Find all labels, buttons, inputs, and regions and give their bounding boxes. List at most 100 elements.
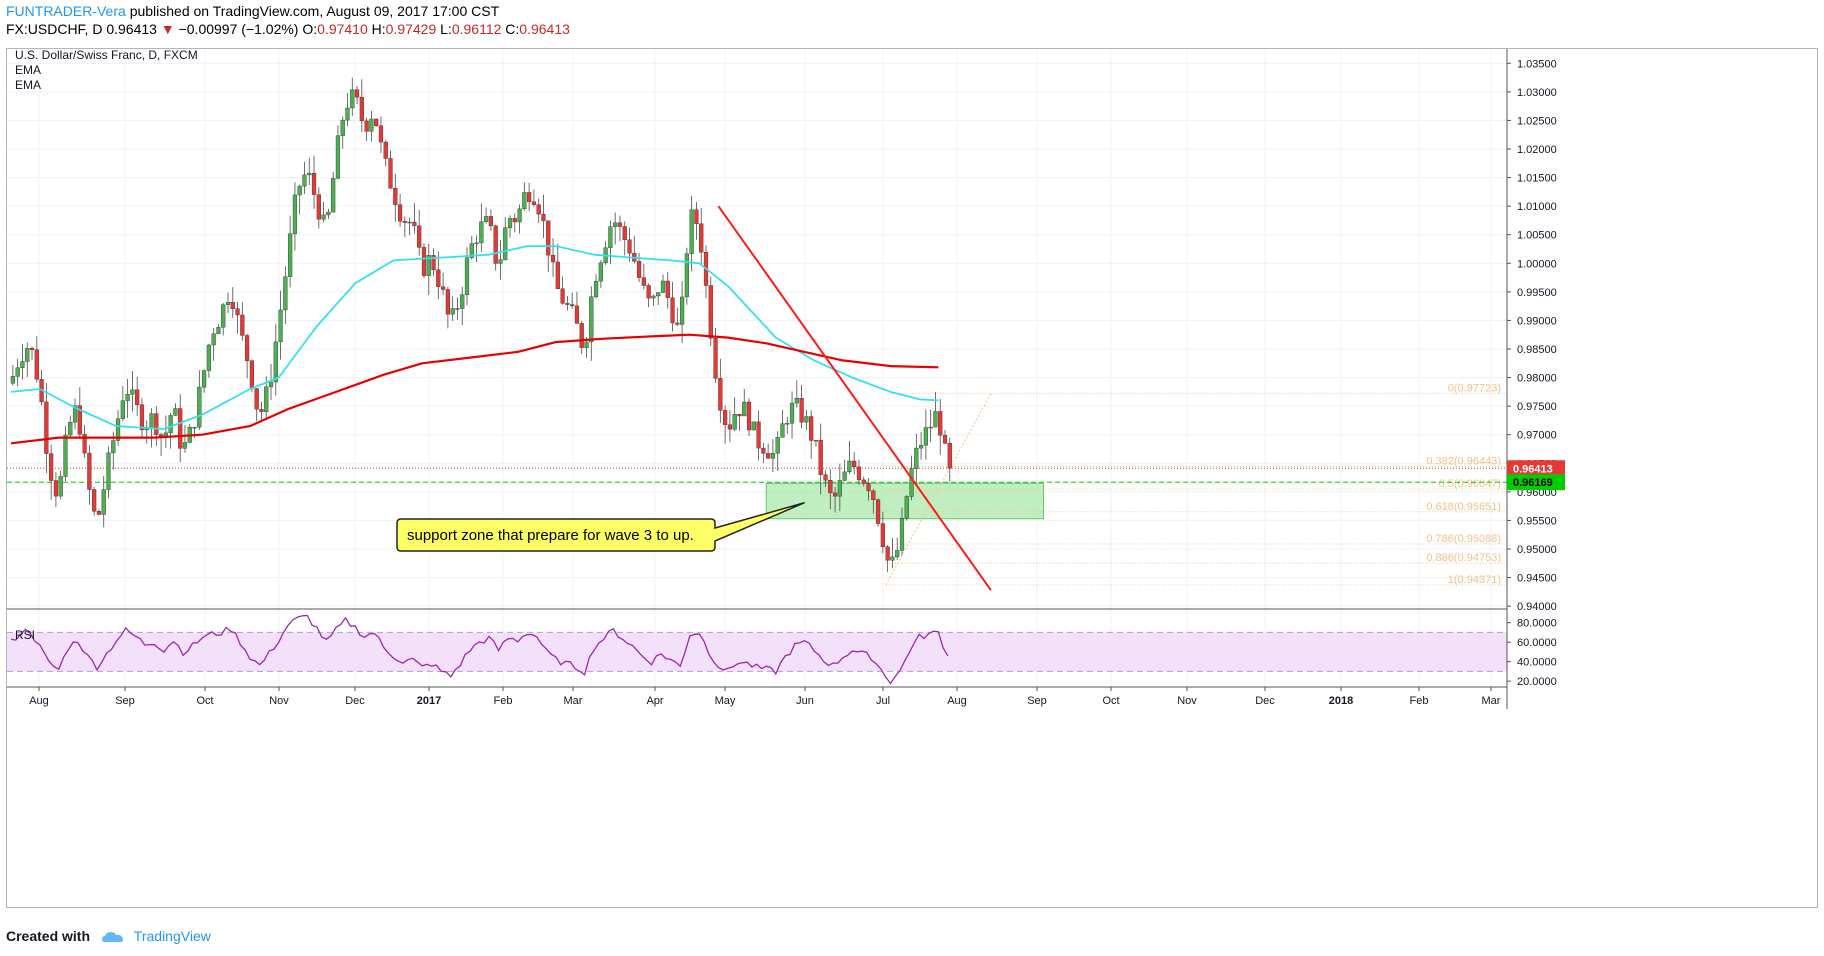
candle-body [837,480,842,497]
candle-body [847,460,852,473]
candle-body [53,480,59,497]
candle-body [120,400,125,419]
candle-body [938,411,943,436]
chart-frame[interactable]: 0(0.97723) 0.382(0.96443) 0.5(0.96047) 0.61… [6,48,1818,908]
last-price-badge-text: 0.96413 [1513,463,1553,475]
y-tick-label: 1.03500 [1517,58,1557,70]
candle-body [680,296,685,325]
candle-body [417,225,422,248]
candle-body [292,194,298,235]
low-label: L: [440,21,452,37]
x-tick-label: Aug [947,695,967,707]
candle-body [856,466,862,481]
ema-slow-line [10,333,939,445]
candle-body [550,254,556,263]
candle-body [254,388,259,410]
candle-body [723,410,728,425]
candle-body [646,285,651,299]
candle-body [866,483,871,492]
candle-body [29,347,35,350]
candle-body [163,432,168,437]
candle-body [699,223,704,253]
y-tick-label: 0.98500 [1517,344,1557,356]
candle-body [436,269,441,287]
fibonacci-layer: 0(0.97723) 0.382(0.96443) 0.5(0.96047) 0.61… [7,382,1507,586]
fib-level-label: 0.786(0.95088) [1426,533,1501,545]
candle-body [82,434,87,454]
candle-body [484,216,489,222]
candle-body [622,226,627,241]
candle-body [522,192,527,210]
fib-level-label: 0.382(0.96443) [1426,456,1501,468]
candle-body [412,221,417,227]
y-tick-label: 0.97000 [1517,430,1557,442]
candle-body [780,423,785,438]
candle-body [469,243,474,258]
last-price-value: 0.96413 [106,21,157,37]
rsi-tick-label: 80.0000 [1517,618,1557,630]
y-tick-label: 1.01000 [1517,201,1557,213]
candles-layer [10,77,952,573]
rsi-tick-label: 40.0000 [1517,657,1557,669]
candle-body [947,443,952,469]
annotation-callout[interactable]: support zone that prepare for wave 3 to … [396,501,805,552]
candle-body [713,338,718,379]
price-chart[interactable]: 0(0.97723) 0.382(0.96443) 0.5(0.96047) 0.61… [7,49,1819,909]
close-label: C: [505,21,520,37]
candle-body [201,370,207,388]
candle-body [498,259,503,264]
ohlc-line: FX:USDCHF, D 0.96413 ▼ −0.00997 (−1.02%)… [6,21,570,37]
legend-rsi: RSI [15,628,35,642]
candle-body [536,204,541,215]
candle-body [77,405,82,435]
open-value: 0.97410 [317,21,368,37]
support-price-badge [1507,474,1565,491]
candle-body [584,341,589,348]
y-tick-label: 1.01500 [1517,173,1557,185]
candle-body [63,434,68,477]
candle-body [789,402,795,424]
candle-body [125,394,130,401]
x-tick-label: Oct [196,695,213,707]
candle-body [474,242,479,245]
change-value: −0.00997 (−1.02%) [178,21,299,37]
candle-body [832,492,838,497]
candle-body [928,426,933,429]
last-price-badge [1507,460,1565,477]
x-tick-label: Feb [494,695,513,707]
tradingview-link[interactable]: TradingView [133,928,211,944]
candle-body [402,220,407,223]
rsi-band [7,632,1507,672]
candle-body [617,222,623,227]
rsi-band-layer [7,631,1507,672]
y-tick-label: 1.00500 [1517,230,1557,242]
y-tick-label: 0.99000 [1517,315,1557,327]
candle-body [335,135,341,179]
x-tick-label: Nov [1177,695,1197,707]
candle-body [455,308,460,310]
y-tick-label: 1.03000 [1517,87,1557,99]
fib-level-label: 0.886(0.94753) [1426,552,1501,564]
candle-body [149,413,154,429]
candle-body [809,416,814,441]
candle-body [627,239,632,254]
candle-body [785,422,790,425]
candle-body [923,427,928,446]
candle-body [211,333,216,346]
candle-body [895,550,900,558]
candle-body [450,308,455,315]
candle-body [570,304,575,307]
candle-body [34,349,39,380]
open-label: O: [302,21,318,37]
candle-body [101,489,106,515]
candle-body [613,222,618,227]
candle-body [751,421,756,431]
candle-body [364,120,369,132]
candle-body [541,213,546,222]
candle-body [359,96,364,122]
legend-title: U.S. Dollar/Swiss Franc, D, FXCM [15,49,198,62]
candle-body [158,434,164,437]
author-link[interactable]: FUNTRADER-Vera [6,3,126,19]
ema-layer [10,245,939,445]
candle-body [560,288,565,304]
